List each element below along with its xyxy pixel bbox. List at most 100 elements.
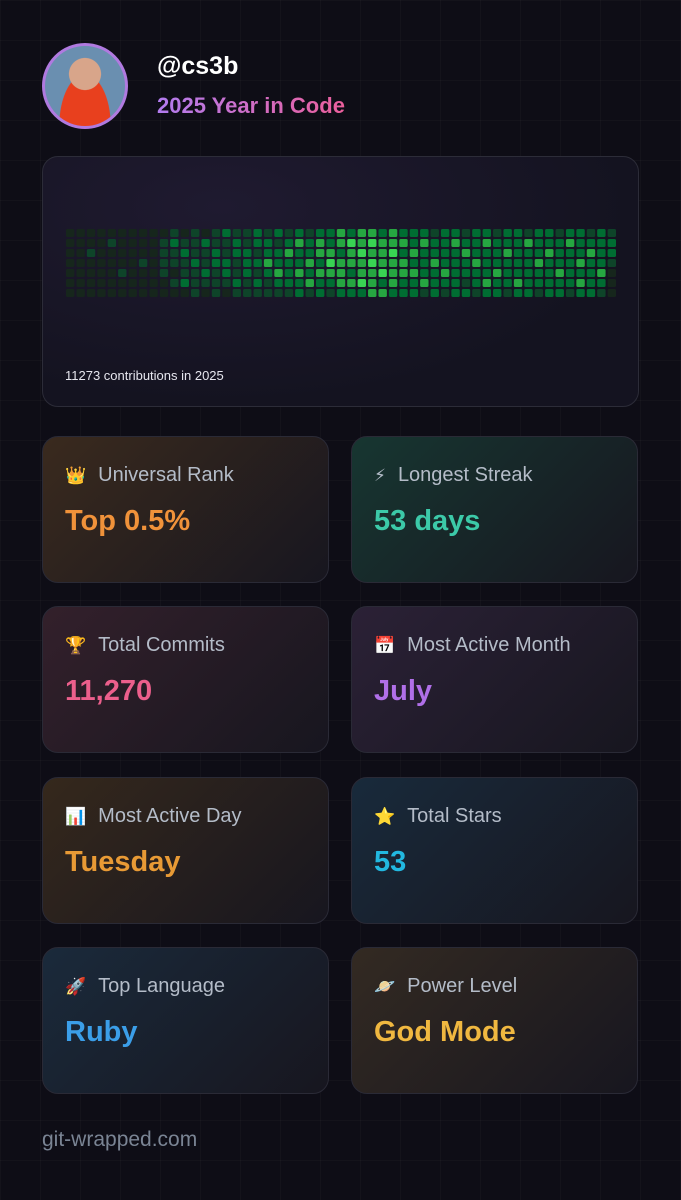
contribution-cell (159, 239, 169, 247)
contribution-cell (513, 269, 523, 277)
contribution-cell (378, 289, 387, 297)
contribution-cell (305, 239, 314, 247)
contribution-cell (97, 239, 106, 247)
stat-icon: 📊 (65, 807, 87, 826)
contribution-cell (295, 249, 304, 257)
stat-card: 🚀 Top Language Ruby (42, 947, 329, 1094)
contribution-caption: 11273 contributions in 2025 (65, 368, 224, 383)
contribution-cell (565, 229, 575, 237)
contribution-cell (451, 259, 460, 267)
contribution-cell (243, 239, 252, 247)
contribution-cell (138, 229, 148, 237)
contribution-cell (180, 279, 189, 287)
contribution-cell (420, 289, 429, 297)
contribution-cell (138, 239, 148, 247)
contribution-cell (222, 279, 231, 287)
contribution-graph (66, 229, 616, 297)
stat-label-row: 📅 Most Active Month (374, 634, 571, 657)
contribution-cell (263, 269, 273, 277)
stat-icon: 🏆 (65, 636, 87, 655)
contribution-cell (607, 249, 616, 257)
contribution-cell (170, 259, 179, 267)
contribution-cell (368, 229, 377, 237)
contribution-cell (347, 289, 356, 297)
contribution-cell (263, 229, 273, 237)
contribution-cell (107, 259, 117, 267)
contribution-cell (190, 259, 200, 267)
contribution-cell (211, 279, 221, 287)
contribution-cell (430, 269, 439, 277)
contribution-cell (597, 229, 606, 237)
contribution-cell (274, 289, 283, 297)
contribution-cell (545, 249, 554, 257)
contribution-cell (430, 239, 439, 247)
contribution-cell (576, 229, 585, 237)
stat-card: 👑 Universal Rank Top 0.5% (42, 436, 329, 583)
contribution-cell (357, 229, 367, 237)
contribution-cell (138, 269, 148, 277)
contribution-cell (263, 289, 273, 297)
stat-card: 📊 Most Active Day Tuesday (42, 777, 329, 924)
contribution-cell (190, 229, 200, 237)
stat-label-row: 🏆 Total Commits (65, 634, 225, 657)
stat-icon: 📅 (374, 636, 396, 655)
contribution-cell (253, 289, 262, 297)
contribution-cell (357, 249, 367, 257)
contribution-cell (524, 289, 533, 297)
contribution-cell (430, 289, 439, 297)
stat-label-row: 📊 Most Active Day (65, 805, 242, 828)
contribution-cell (482, 239, 492, 247)
contribution-cell (170, 239, 179, 247)
contribution-cell (263, 249, 273, 257)
contribution-cell (451, 279, 460, 287)
contribution-cell (336, 239, 346, 247)
contribution-cell (524, 239, 533, 247)
stat-card: 🏆 Total Commits 11,270 (42, 606, 329, 753)
contribution-cell (451, 269, 460, 277)
contribution-cell (274, 259, 283, 267)
contribution-cell (336, 289, 346, 297)
contribution-cell (534, 259, 544, 267)
contribution-cell (472, 249, 481, 257)
contribution-cell (336, 249, 346, 257)
contribution-cell (305, 279, 314, 287)
contribution-cell (315, 269, 325, 277)
contribution-cell (586, 249, 596, 257)
contribution-cell (66, 279, 75, 287)
contribution-cell (149, 259, 158, 267)
contribution-cell (211, 269, 221, 277)
contribution-cell (97, 279, 106, 287)
contribution-cell (232, 239, 242, 247)
contribution-cell (565, 259, 575, 267)
contribution-cell (190, 249, 200, 257)
contribution-cell (118, 239, 127, 247)
contribution-cell (274, 239, 283, 247)
contribution-cell (555, 279, 564, 287)
contribution-cell (243, 249, 252, 257)
contribution-cell (284, 269, 294, 277)
contribution-cell (482, 229, 492, 237)
stat-label: Longest Streak (397, 464, 533, 486)
avatar (42, 43, 128, 129)
contribution-cell (409, 279, 419, 287)
contribution-cell (128, 239, 137, 247)
contribution-cell (597, 249, 606, 257)
contribution-cell (409, 269, 419, 277)
contribution-cell (503, 239, 512, 247)
contribution-cell (534, 279, 544, 287)
contribution-cell (440, 269, 450, 277)
contribution-cell (326, 259, 335, 267)
contribution-cell (76, 239, 85, 247)
contribution-cell (201, 279, 210, 287)
contribution-cell (128, 279, 137, 287)
contribution-cell (555, 239, 564, 247)
contribution-cell (430, 249, 439, 257)
contribution-cell (482, 279, 492, 287)
stat-card: ⚡ Longest Streak 53 days (351, 436, 638, 583)
contribution-cell (503, 289, 512, 297)
contribution-cell (149, 269, 158, 277)
contribution-cell (461, 279, 471, 287)
contribution-cell (86, 279, 96, 287)
contribution-cell (336, 269, 346, 277)
contribution-cell (482, 259, 492, 267)
